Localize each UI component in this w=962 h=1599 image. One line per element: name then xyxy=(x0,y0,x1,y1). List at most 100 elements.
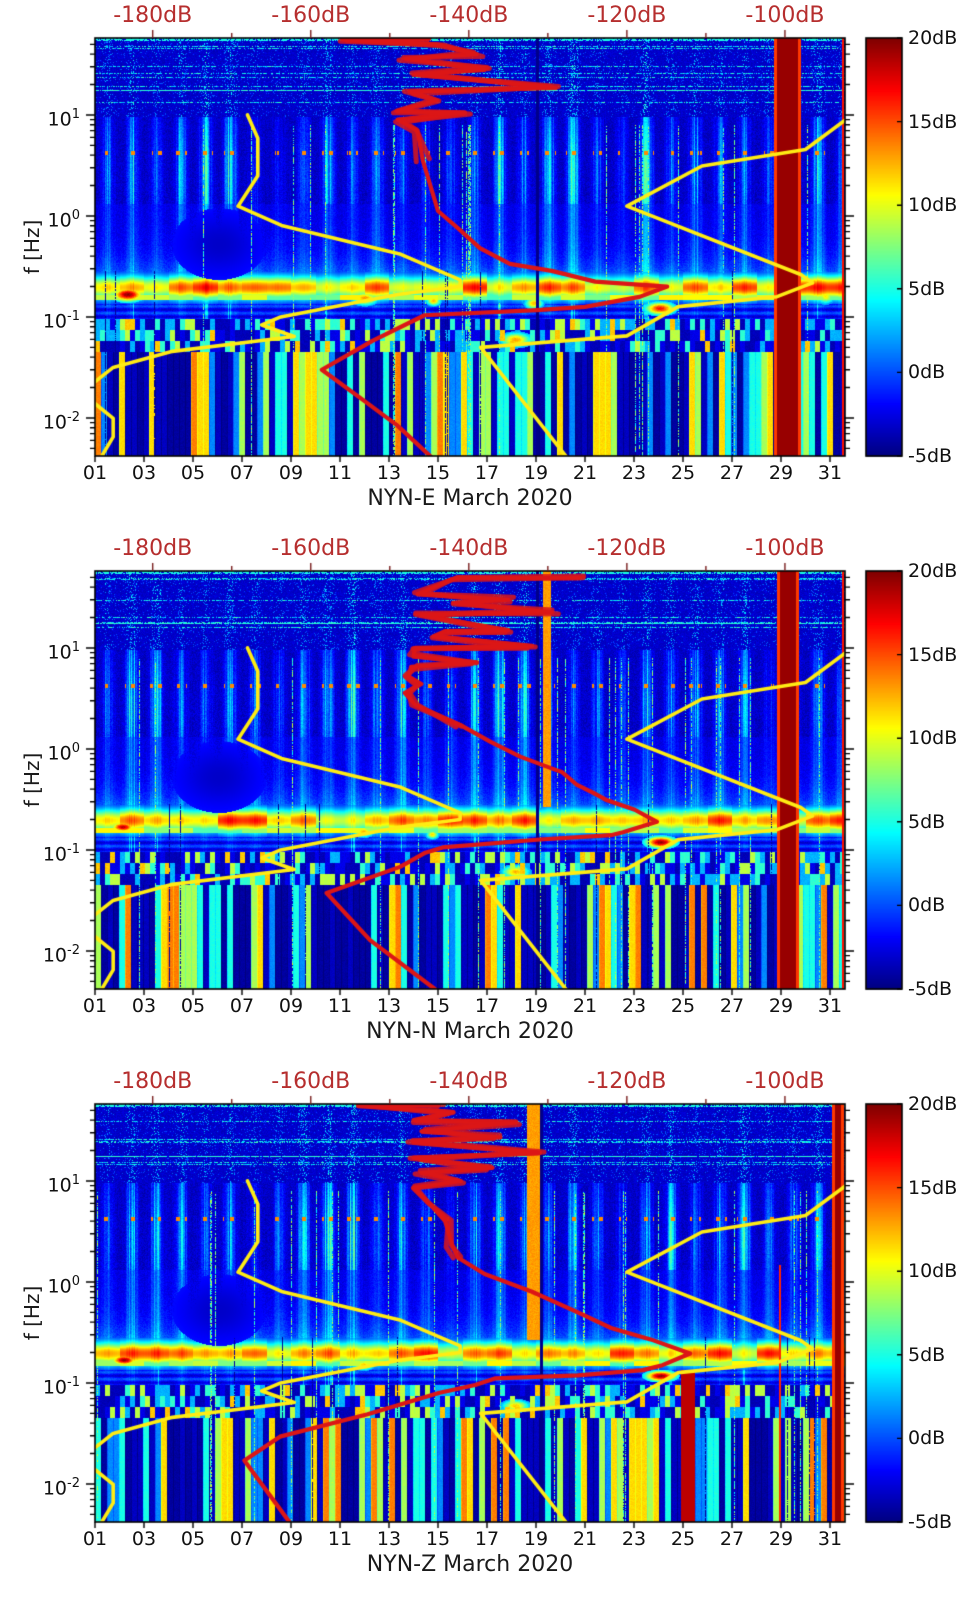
x-tick-label: 29 xyxy=(768,1528,794,1550)
colorbar-tick-label: 15dB xyxy=(908,643,958,666)
spectrogram-canvas-nyn-n xyxy=(0,533,962,1066)
x-tick-label: 07 xyxy=(229,462,255,484)
x-tick-label: 19 xyxy=(523,462,549,484)
colorbar-tick-label: 5dB xyxy=(908,277,946,300)
x-tick-label: 09 xyxy=(278,1528,304,1550)
colorbar-tick-label: -5dB xyxy=(908,445,953,467)
top-db-tick-label: -180dB xyxy=(113,1069,193,1094)
top-db-tick-label: -180dB xyxy=(113,536,193,561)
colorbar-tick-label: 5dB xyxy=(908,1343,946,1366)
x-tick-label: 15 xyxy=(425,1528,451,1550)
x-tick-label: 11 xyxy=(327,1528,353,1550)
y-tick-base: 10 xyxy=(42,310,68,333)
x-tick-label: 19 xyxy=(523,1528,549,1550)
top-db-tick-label: -160dB xyxy=(271,536,351,561)
x-tick-label: 11 xyxy=(327,995,353,1017)
y-tick-base: 10 xyxy=(47,1174,72,1197)
x-tick-label: 13 xyxy=(376,1528,402,1550)
colorbar-tick-label: -5dB xyxy=(908,1511,953,1533)
y-tick-base: 10 xyxy=(47,1275,72,1298)
y-tick-exponent: 0 xyxy=(71,207,80,223)
spectrogram-canvas-nyn-z xyxy=(0,1066,962,1599)
colorbar-tick-label: 20dB xyxy=(908,1093,958,1115)
y-tick-label: 10-2 xyxy=(18,1471,80,1501)
top-db-tick-label: -120dB xyxy=(587,1069,667,1094)
x-tick-label: 13 xyxy=(376,462,402,484)
colorbar-tick-label: 0dB xyxy=(908,894,946,917)
y-tick-base: 10 xyxy=(42,411,68,434)
colorbar-tick-label: 10dB xyxy=(908,1260,958,1283)
colorbar-tick-label: 10dB xyxy=(908,194,958,217)
top-db-tick-label: -100dB xyxy=(745,3,825,28)
x-tick-label: 03 xyxy=(131,462,157,484)
colorbar-tick-label: 20dB xyxy=(908,560,958,582)
top-db-tick-label: -160dB xyxy=(271,3,351,28)
y-tick-base: 10 xyxy=(42,944,68,967)
colorbar-tick-label: -5dB xyxy=(908,978,953,1000)
x-tick-label: 31 xyxy=(817,1528,843,1550)
y-tick-exponent: 1 xyxy=(71,1172,80,1188)
panel-title: NYN-E March 2020 xyxy=(367,486,573,511)
y-tick-exponent: 1 xyxy=(71,106,80,122)
x-tick-label: 31 xyxy=(817,462,843,484)
y-tick-label: 101 xyxy=(18,102,80,132)
y-tick-label: 100 xyxy=(18,736,80,766)
x-tick-label: 13 xyxy=(376,995,402,1017)
y-tick-label: 101 xyxy=(18,1168,80,1198)
x-tick-label: 27 xyxy=(719,462,745,484)
x-tick-label: 09 xyxy=(278,462,304,484)
y-tick-base: 10 xyxy=(47,742,72,765)
x-tick-label: 21 xyxy=(572,462,598,484)
top-db-tick-label: -140dB xyxy=(429,1069,509,1094)
y-tick-exponent: -2 xyxy=(67,942,80,958)
x-tick-label: 19 xyxy=(523,995,549,1017)
colorbar-tick-label: 10dB xyxy=(908,727,958,750)
y-tick-base: 10 xyxy=(47,209,72,232)
x-tick-label: 05 xyxy=(180,1528,206,1550)
top-db-tick-label: -180dB xyxy=(113,3,193,28)
y-tick-exponent: 0 xyxy=(71,740,80,756)
x-tick-label: 21 xyxy=(572,995,598,1017)
x-tick-label: 23 xyxy=(621,462,647,484)
panel-title: NYN-N March 2020 xyxy=(366,1019,574,1044)
colorbar-tick-label: 0dB xyxy=(908,361,946,384)
x-tick-label: 03 xyxy=(131,995,157,1017)
y-tick-exponent: -2 xyxy=(67,409,80,425)
x-tick-label: 05 xyxy=(180,462,206,484)
y-tick-label: 10-2 xyxy=(18,405,80,435)
y-tick-base: 10 xyxy=(42,1477,68,1500)
x-tick-label: 05 xyxy=(180,995,206,1017)
top-db-tick-label: -140dB xyxy=(429,3,509,28)
spectrogram-canvas-nyn-e xyxy=(0,0,962,533)
y-tick-exponent: -1 xyxy=(67,841,80,857)
y-tick-label: 10-2 xyxy=(18,938,80,968)
x-tick-label: 31 xyxy=(817,995,843,1017)
x-tick-label: 01 xyxy=(82,995,108,1017)
panel-title: NYN-Z March 2020 xyxy=(366,1552,574,1577)
x-tick-label: 07 xyxy=(229,995,255,1017)
y-tick-base: 10 xyxy=(42,843,68,866)
x-tick-label: 09 xyxy=(278,995,304,1017)
x-tick-label: 29 xyxy=(768,462,794,484)
colorbar-tick-label: 0dB xyxy=(908,1427,946,1450)
top-db-tick-label: -120dB xyxy=(587,536,667,561)
y-tick-base: 10 xyxy=(42,1376,68,1399)
y-tick-exponent: 0 xyxy=(71,1273,80,1289)
x-tick-label: 11 xyxy=(327,462,353,484)
x-tick-label: 01 xyxy=(82,462,108,484)
x-tick-label: 27 xyxy=(719,995,745,1017)
panel-nyn-n: f [Hz] NYN-N March 2020 -180dB -160dB -140… xyxy=(0,533,962,1066)
top-db-tick-label: -160dB xyxy=(271,1069,351,1094)
top-db-tick-label: -140dB xyxy=(429,536,509,561)
top-db-tick-label: -100dB xyxy=(745,1069,825,1094)
x-tick-label: 17 xyxy=(474,462,500,484)
top-db-tick-label: -120dB xyxy=(587,3,667,28)
x-tick-label: 07 xyxy=(229,1528,255,1550)
colorbar-tick-label: 15dB xyxy=(908,1176,958,1199)
x-tick-label: 15 xyxy=(425,995,451,1017)
x-tick-label: 29 xyxy=(768,995,794,1017)
x-tick-label: 25 xyxy=(670,1528,696,1550)
x-tick-label: 03 xyxy=(131,1528,157,1550)
colorbar-tick-label: 5dB xyxy=(908,810,946,833)
